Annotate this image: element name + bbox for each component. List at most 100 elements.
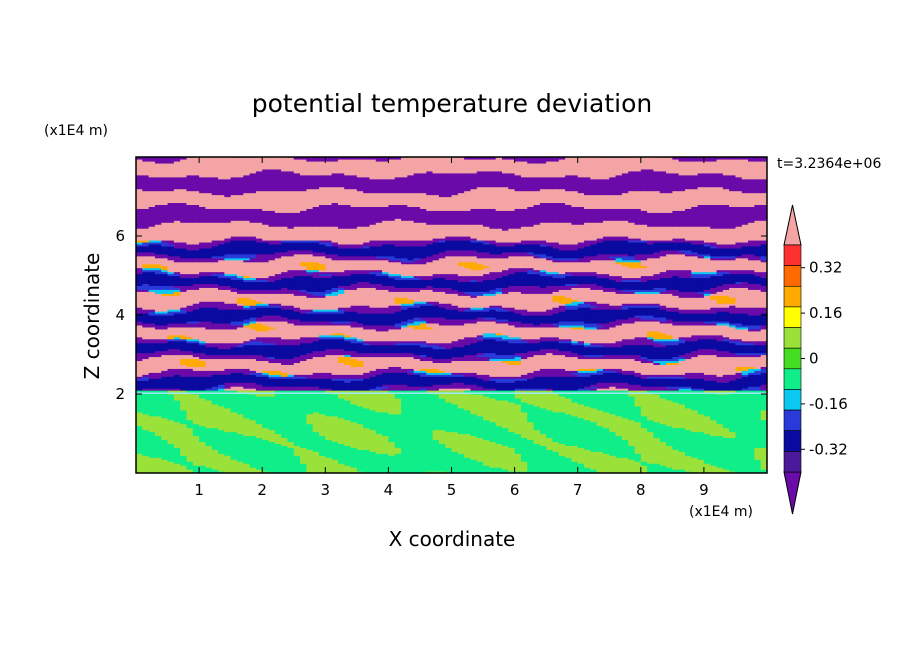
field-cell	[577, 453, 585, 456]
field-cell	[552, 443, 560, 446]
field-cell	[703, 455, 711, 458]
field-cell	[527, 409, 535, 413]
field-cell	[653, 390, 661, 393]
field-cell	[180, 421, 188, 425]
field-cell	[432, 394, 440, 397]
field-cell	[729, 431, 737, 435]
field-cell	[407, 441, 415, 444]
field-cell	[470, 467, 478, 470]
field-cell	[495, 435, 503, 439]
field-cell	[281, 423, 289, 427]
field-cell	[211, 425, 219, 429]
field-cell	[659, 386, 667, 389]
field-cell	[621, 399, 629, 403]
field-cell	[388, 463, 396, 466]
field-cell	[489, 447, 497, 450]
field-cell	[236, 471, 244, 473]
field-cell	[300, 376, 307, 379]
field-cell	[577, 403, 585, 407]
field-cell	[350, 431, 358, 435]
field-cell	[546, 415, 554, 419]
field-cell	[590, 409, 598, 413]
field-cell	[426, 423, 434, 427]
field-cell	[615, 435, 623, 439]
field-cell	[407, 455, 415, 458]
field-cell	[684, 401, 692, 405]
field-cell	[419, 451, 427, 454]
field-cell	[741, 382, 749, 385]
field-cell	[413, 431, 421, 435]
field-cell	[659, 407, 667, 411]
field-cell	[344, 378, 352, 381]
field-cell	[312, 386, 320, 389]
field-cell	[602, 441, 610, 444]
field-cell	[577, 384, 585, 387]
field-cell	[192, 413, 200, 417]
field-cell	[388, 384, 396, 387]
field-cell	[281, 401, 289, 405]
field-cell	[180, 417, 188, 421]
field-cell	[527, 423, 535, 427]
field-cell	[716, 439, 724, 443]
field-cell	[533, 388, 541, 391]
field-cell	[565, 395, 572, 399]
field-cell	[445, 386, 453, 389]
field-cell	[394, 427, 402, 431]
field-cell	[552, 376, 560, 379]
field-cell	[621, 390, 629, 393]
field-cell	[483, 397, 490, 401]
field-cell	[344, 471, 352, 473]
field-cell	[590, 390, 598, 393]
field-cell	[527, 465, 535, 468]
field-cell	[596, 451, 604, 454]
field-cell	[760, 437, 767, 441]
field-cell	[615, 469, 623, 472]
field-cell	[445, 415, 453, 419]
field-cell	[501, 403, 509, 407]
field-cell	[432, 382, 440, 385]
field-cell	[407, 465, 415, 468]
field-cell	[318, 409, 326, 413]
field-cell	[363, 399, 371, 403]
field-cell	[230, 431, 238, 435]
field-cell	[262, 415, 270, 419]
field-cell	[666, 378, 673, 381]
field-cell	[489, 441, 497, 444]
field-cell	[748, 445, 755, 448]
field-cell	[558, 386, 566, 389]
field-cell	[218, 421, 225, 425]
field-cell	[236, 390, 244, 393]
field-cell	[754, 433, 762, 437]
field-cell	[684, 431, 692, 435]
field-cell	[653, 405, 661, 409]
field-cell	[300, 374, 307, 377]
field-cell	[432, 437, 440, 441]
field-cell	[281, 447, 289, 450]
field-cell	[489, 401, 497, 405]
field-cell	[653, 445, 661, 448]
field-cell	[590, 439, 598, 443]
field-cell	[419, 382, 427, 385]
field-cell	[281, 465, 289, 468]
field-cell	[281, 457, 289, 460]
field-cell	[218, 423, 225, 427]
field-cell	[546, 421, 554, 425]
field-cell	[230, 386, 238, 389]
field-cell	[609, 465, 617, 468]
field-cell	[300, 457, 307, 460]
field-cell	[495, 471, 503, 473]
field-cell	[533, 378, 541, 381]
field-cell	[760, 394, 767, 397]
field-cell	[388, 457, 396, 460]
field-cell	[451, 411, 459, 415]
field-cell	[483, 427, 490, 431]
field-cell	[318, 451, 326, 454]
field-cell	[552, 433, 560, 437]
field-cell	[337, 419, 345, 423]
field-cell	[710, 390, 718, 393]
field-cell	[337, 415, 345, 419]
field-cell	[287, 429, 295, 433]
field-cell	[344, 439, 352, 443]
field-cell	[451, 459, 459, 462]
field-cell	[539, 469, 547, 472]
